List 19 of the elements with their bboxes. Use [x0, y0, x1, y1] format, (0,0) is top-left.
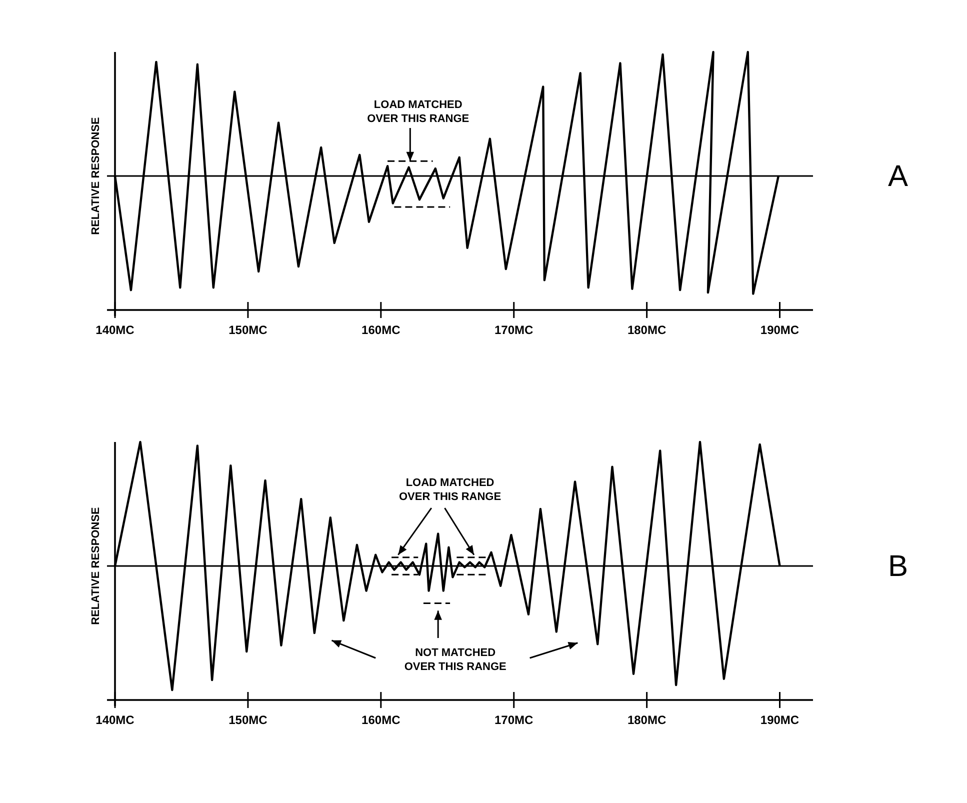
x-tick-label: 140MC	[96, 713, 135, 727]
annotation: NOT MATCHED OVER THIS RANGE	[404, 647, 506, 673]
x-tick-label: 180MC	[627, 713, 666, 727]
annotation: LOAD MATCHED OVER THIS RANGE	[399, 477, 502, 503]
x-tick-label: 160MC	[362, 323, 401, 337]
x-tick-label: 140MC	[96, 323, 135, 337]
text: A	[888, 160, 908, 193]
x-tick-label: 150MC	[228, 323, 268, 337]
x-tick-label: 170MC	[494, 713, 534, 727]
y-axis-title: RELATIVE RESPONSE	[90, 117, 102, 235]
y-axis-title: RELATIVE RESPONSE	[90, 507, 102, 625]
annotation: LOAD MATCHED OVER THIS RANGE	[367, 99, 470, 125]
x-tick-label: 180MC	[627, 323, 666, 337]
x-tick-label: 160MC	[362, 713, 401, 727]
x-tick-label: 170MC	[494, 323, 534, 337]
x-tick-label: 190MC	[760, 713, 800, 727]
x-tick-label: 150MC	[228, 713, 268, 727]
text: B	[888, 550, 908, 583]
x-tick-label: 190MC	[760, 323, 800, 337]
